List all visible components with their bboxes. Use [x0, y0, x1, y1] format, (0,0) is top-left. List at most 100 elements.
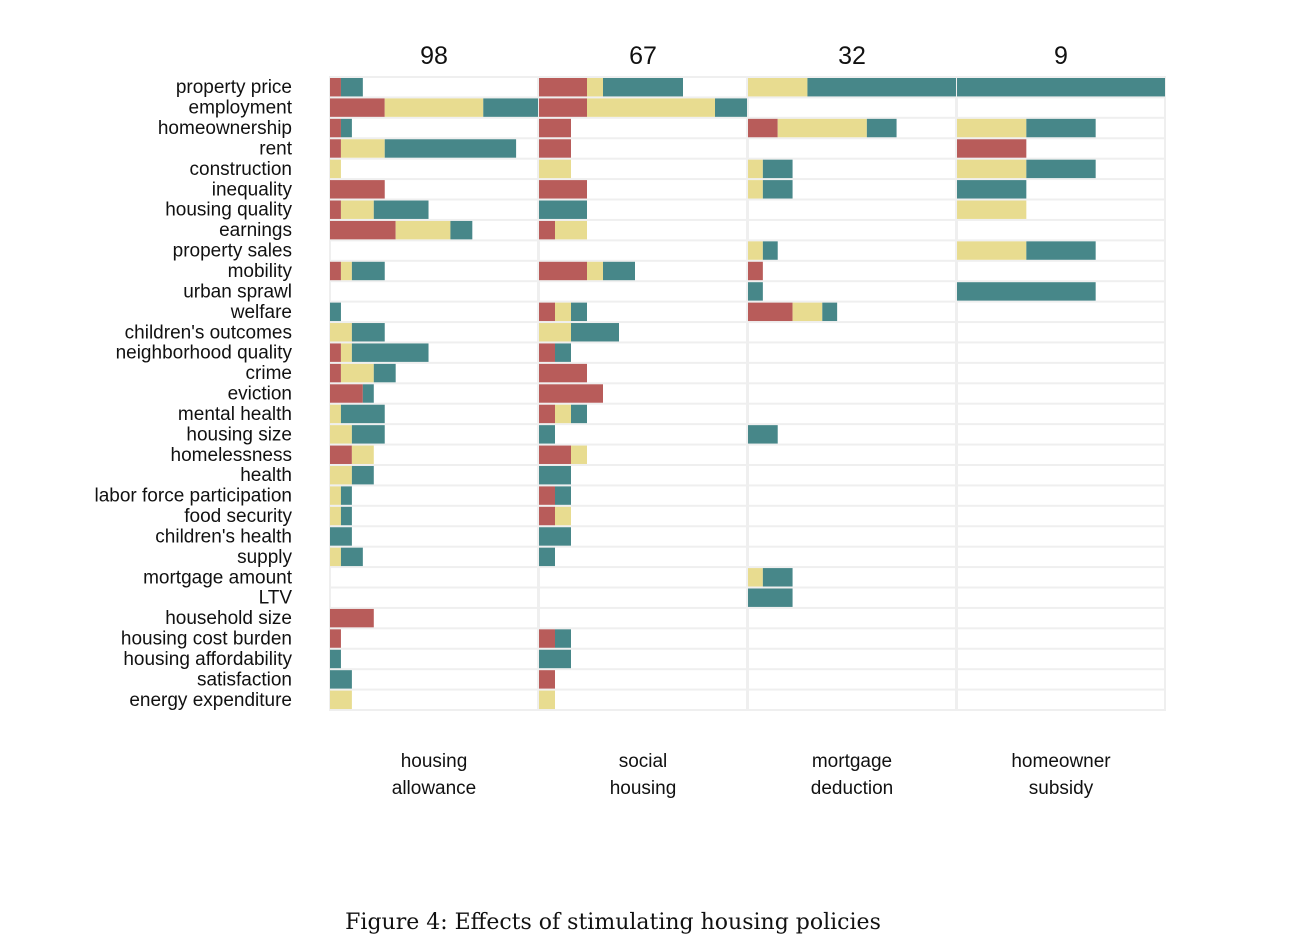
bar-segment: [539, 302, 555, 322]
bar-segment: [762, 241, 778, 260]
bar-segment: [330, 445, 352, 464]
row-background: [749, 323, 955, 342]
bar-segment: [555, 404, 571, 424]
category-label: satisfaction: [197, 669, 292, 690]
row-background: [540, 445, 746, 464]
category-label: welfare: [230, 302, 292, 323]
row-background: [749, 527, 955, 546]
row-background: [749, 139, 955, 158]
row-background: [540, 343, 746, 362]
row-background: [958, 649, 1164, 669]
category-label: housing cost burden: [121, 629, 292, 650]
panel-label: housing: [401, 751, 468, 772]
row-background: [749, 363, 955, 383]
panel: 67 social housing: [538, 42, 748, 799]
bar-segment: [555, 486, 571, 505]
row-background: [540, 118, 746, 138]
row-background: [749, 384, 955, 403]
row-background: [540, 302, 746, 322]
bar-segment: [957, 200, 1027, 219]
bar-segment: [748, 588, 793, 607]
bar-segment: [330, 608, 374, 628]
bar-segment: [351, 465, 374, 485]
row-background: [749, 159, 955, 179]
category-label: crime: [246, 363, 292, 384]
bar-segment: [330, 220, 396, 240]
row-background: [958, 588, 1164, 607]
bar-segment: [330, 159, 341, 179]
row-background: [331, 118, 537, 138]
row-background: [331, 241, 537, 260]
row-background: [331, 670, 537, 689]
category-label: mental health: [178, 404, 292, 425]
row-background: [958, 363, 1164, 383]
category-label: property sales: [173, 241, 292, 262]
bar-segment: [571, 445, 587, 464]
bar-segment: [330, 180, 385, 199]
row-background: [749, 588, 955, 607]
row-background: [958, 486, 1164, 505]
row-background: [540, 159, 746, 179]
row-background: [331, 78, 537, 97]
bar-segment: [340, 486, 352, 505]
bar-segment: [330, 98, 385, 117]
row-background: [958, 547, 1164, 567]
bar-segment: [748, 241, 763, 260]
row-background: [540, 506, 746, 526]
bar-segment: [539, 180, 587, 199]
category-label: homeownership: [158, 118, 292, 139]
bar-segment: [748, 180, 763, 199]
bar-segment: [539, 343, 555, 362]
bar-segment: [792, 302, 823, 322]
row-background: [749, 241, 955, 260]
bar-segment: [351, 445, 374, 464]
bar-segment: [603, 78, 683, 97]
bar-segment: [330, 200, 341, 219]
row-background: [958, 404, 1164, 424]
row-background: [540, 465, 746, 485]
row-background: [749, 629, 955, 648]
panel-count: 32: [838, 42, 866, 70]
bar-segment: [330, 629, 341, 648]
bar-segment: [351, 261, 385, 281]
bar-segment: [340, 261, 352, 281]
bar-segment: [866, 118, 897, 138]
bar-segment: [351, 425, 385, 444]
bar-segment: [1026, 159, 1096, 179]
row-background: [331, 527, 537, 546]
row-background: [958, 302, 1164, 322]
bar-segment: [748, 261, 763, 281]
row-background: [331, 445, 537, 464]
panel-count: 98: [420, 42, 448, 70]
row-background: [749, 547, 955, 567]
bar-segment: [539, 506, 555, 526]
bar-segment: [957, 159, 1027, 179]
bar-segment: [450, 220, 473, 240]
row-background: [749, 180, 955, 199]
bar-segment: [351, 323, 385, 342]
panel-label: allowance: [392, 778, 477, 799]
bar-segment: [807, 78, 956, 97]
row-background: [331, 465, 537, 485]
bar-segment: [539, 384, 603, 403]
bar-segment: [1026, 241, 1096, 260]
row-background: [540, 527, 746, 546]
bar-segment: [571, 404, 587, 424]
bar-segment: [555, 343, 571, 362]
bar-segment: [555, 302, 571, 322]
row-background: [749, 445, 955, 464]
row-background: [749, 465, 955, 485]
bar-segment: [330, 506, 341, 526]
row-background: [958, 384, 1164, 403]
bar-segment: [330, 384, 363, 403]
bar-segment: [748, 568, 763, 587]
bar-segment: [555, 506, 571, 526]
bar-segment: [330, 343, 341, 362]
bar-segment: [957, 180, 1027, 199]
row-background: [958, 445, 1164, 464]
row-background: [331, 506, 537, 526]
row-background: [331, 384, 537, 403]
panel-label: social: [619, 751, 668, 772]
bar-segment: [748, 159, 763, 179]
row-background: [749, 608, 955, 628]
